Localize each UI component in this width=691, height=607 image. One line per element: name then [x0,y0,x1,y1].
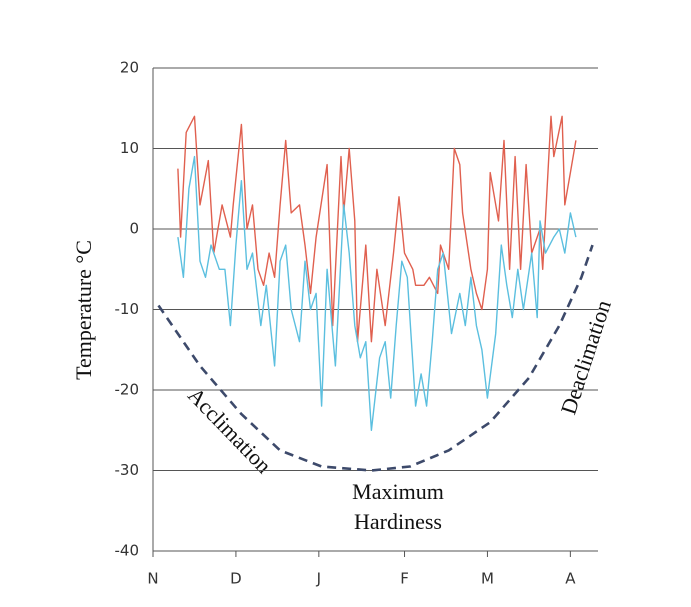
x-tick-label: M [481,570,494,588]
y-tick-label: -40 [115,542,140,560]
y-axis-label: Temperature °C [71,240,96,380]
x-tick-label: J [316,570,321,588]
annotation: Hardiness [354,509,442,534]
y-tick-label: -10 [115,300,140,318]
annotation: Acclimation [183,382,277,478]
annotation: Maximum [352,479,444,504]
x-tick-label: F [400,570,409,588]
hardiness-curve [157,244,594,472]
x-tick-label: D [230,570,242,588]
y-tick-label: -30 [115,461,140,479]
temperature-line [177,115,577,343]
y-tick-label: -20 [115,381,140,399]
temperature-line [177,155,577,431]
y-tick-label: 0 [129,220,139,238]
y-tick-label: 20 [120,59,139,77]
x-tick-label: N [147,570,158,588]
x-tick-label: A [565,570,576,588]
y-tick-label: 10 [120,139,139,157]
